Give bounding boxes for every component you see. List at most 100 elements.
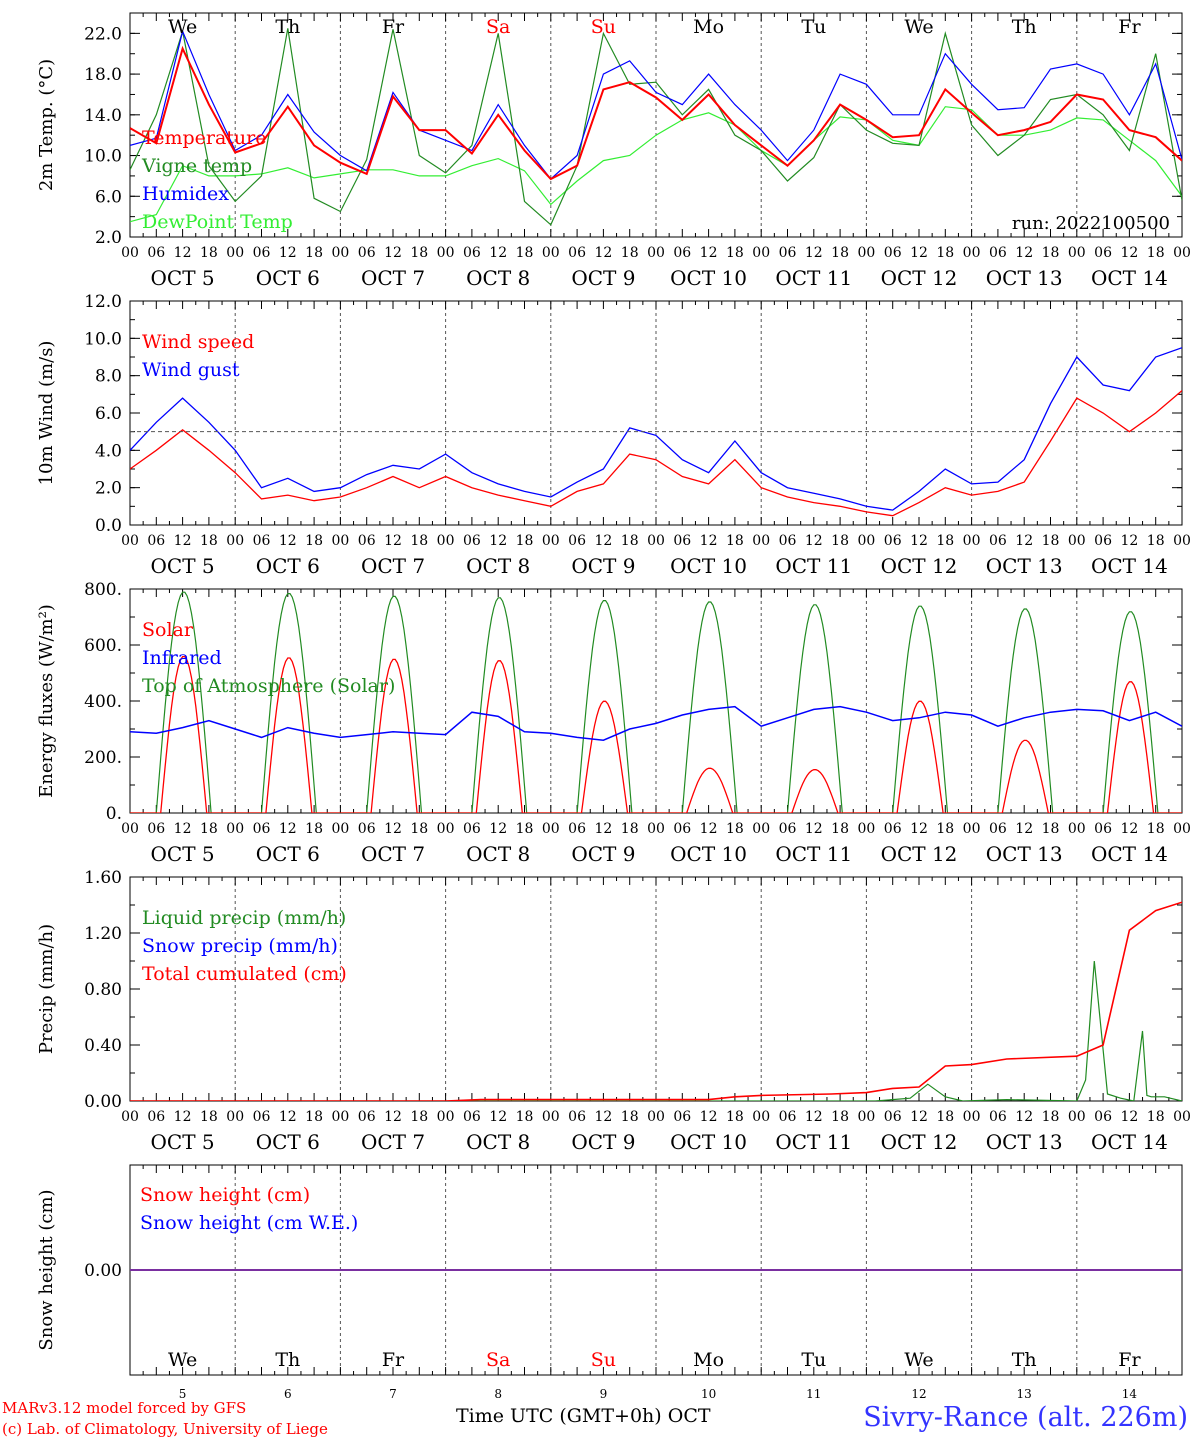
hour-label: 12: [1120, 821, 1138, 837]
hour-label: 00: [331, 245, 349, 261]
toa-solar-arc: [550, 599, 656, 813]
hour-label: 00: [226, 1109, 244, 1125]
time-axis-label: Time UTC (GMT+0h) OCT: [456, 1405, 711, 1427]
hour-label: 00: [963, 821, 981, 837]
hour-label: 18: [621, 821, 639, 837]
y-tick-label: 6.0: [95, 404, 122, 424]
date-label: OCT 13: [986, 554, 1063, 578]
day-number: 14: [1122, 1387, 1138, 1400]
y-tick-label: 1.60: [84, 868, 122, 888]
date-label: OCT 7: [361, 266, 425, 290]
toa-solar-arc: [866, 605, 972, 813]
hour-label: 18: [936, 821, 954, 837]
hour-label: 12: [174, 533, 192, 549]
hour-label: 18: [200, 245, 218, 261]
hour-label: 18: [1147, 533, 1165, 549]
hour-label: 12: [700, 1109, 718, 1125]
hour-label: 06: [253, 245, 271, 261]
day-name: We: [904, 1349, 933, 1371]
y-tick-label: 0.: [106, 804, 122, 824]
hour-label: 12: [594, 533, 612, 549]
date-label: OCT 14: [1091, 842, 1168, 866]
hour-label: 18: [936, 245, 954, 261]
date-label: OCT 13: [986, 266, 1063, 290]
hour-label: 18: [726, 533, 744, 549]
day-name: Fr: [382, 1349, 405, 1371]
hour-label: 06: [989, 533, 1007, 549]
hour-label: 06: [779, 1109, 797, 1125]
date-label: OCT 11: [775, 554, 852, 578]
date-label: OCT 9: [571, 266, 635, 290]
hour-label: 12: [489, 821, 507, 837]
toa-solar-arc: [235, 592, 341, 813]
panel-5: [129, 1164, 1183, 1376]
hour-label: 06: [253, 533, 271, 549]
y-tick-label: 10.0: [84, 147, 122, 167]
hour-label: 18: [200, 1109, 218, 1125]
day-name: Fr: [1118, 16, 1141, 38]
date-label: OCT 6: [256, 1130, 320, 1154]
day-number: 13: [1017, 1387, 1032, 1400]
hour-label: 12: [1015, 245, 1033, 261]
hour-label: 12: [805, 245, 823, 261]
hour-label: 12: [384, 533, 402, 549]
hour-label: 06: [568, 1109, 586, 1125]
day-name: Sa: [486, 16, 510, 38]
series-line-dewpoint-temp: [130, 106, 1182, 223]
hour-label: 18: [1042, 821, 1060, 837]
hour-label: 12: [489, 245, 507, 261]
series-group: [130, 28, 1182, 226]
hour-label: 12: [489, 533, 507, 549]
day-name: We: [904, 16, 933, 38]
legend-entry: Vigne temp: [141, 155, 252, 177]
hour-label: 12: [279, 533, 297, 549]
hour-label: 00: [857, 245, 875, 261]
toa-solar-arc: [656, 601, 762, 813]
toa-solar-arc: [761, 604, 867, 813]
hour-label: 18: [305, 245, 323, 261]
y-tick-label: 18.0: [84, 65, 122, 85]
hour-label: 12: [910, 821, 928, 837]
legend-entry: Snow height (cm W.E.): [140, 1212, 358, 1234]
hour-label: 00: [963, 1109, 981, 1125]
hour-label: 00: [1068, 245, 1086, 261]
toa-solar-arc: [130, 591, 236, 813]
day-name: Mo: [693, 1349, 724, 1371]
hour-label: 18: [410, 533, 428, 549]
hour-label: 12: [700, 821, 718, 837]
day-number: 11: [806, 1387, 821, 1400]
hour-label: 00: [647, 533, 665, 549]
date-label: OCT 9: [571, 554, 635, 578]
hour-label: 00: [121, 1109, 139, 1125]
hour-label: 12: [805, 533, 823, 549]
hour-label: 06: [147, 245, 165, 261]
plot-frame: [129, 12, 1183, 238]
hour-label: 00: [1068, 1109, 1086, 1125]
hour-label: 18: [516, 245, 534, 261]
hour-label: 06: [358, 533, 376, 549]
hour-label: 06: [358, 821, 376, 837]
day-name: Th: [1012, 16, 1037, 38]
date-label: OCT 13: [986, 1130, 1063, 1154]
date-label: OCT 8: [466, 266, 530, 290]
date-label: OCT 11: [775, 1130, 852, 1154]
hour-label: 18: [831, 533, 849, 549]
hour-label: 00: [647, 245, 665, 261]
hour-label: 00: [331, 821, 349, 837]
hour-label: 06: [1094, 245, 1112, 261]
hour-label: 00: [542, 821, 560, 837]
legend-entry: Infrared: [142, 647, 222, 669]
date-label: OCT 6: [256, 266, 320, 290]
hour-label: 06: [989, 245, 1007, 261]
date-label: OCT 5: [151, 842, 215, 866]
hour-label: 06: [884, 533, 902, 549]
panel-2: [129, 300, 1183, 526]
y-tick-label: 600.: [84, 636, 122, 656]
run-label: run: 2022100500: [1012, 213, 1170, 234]
y-axis-label: Precip (mm/h): [36, 924, 57, 1054]
hour-label: 00: [963, 245, 981, 261]
day-name: Fr: [1118, 1349, 1141, 1371]
hour-label: 06: [463, 1109, 481, 1125]
hour-label: 12: [174, 821, 192, 837]
hour-label: 00: [752, 533, 770, 549]
